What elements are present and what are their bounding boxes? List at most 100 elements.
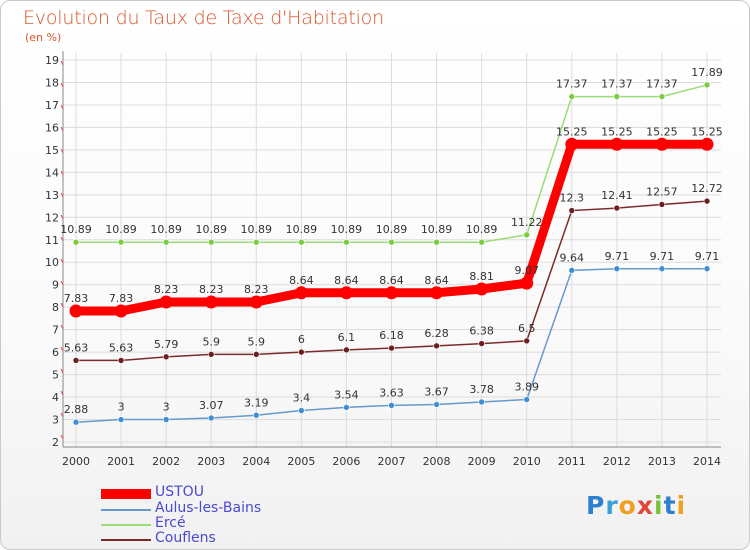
y-tick-label-3: 3 [52,414,59,427]
y-tick-label-7: 7 [52,324,59,337]
data-label-erc: 10.89 [421,223,453,236]
legend-swatch-erce [101,524,151,526]
data-label-erc: 17.37 [646,78,678,91]
data-label-erc: 11.22 [511,216,543,229]
data-label-couflens: 6.18 [379,329,404,342]
data-label-ustou: 8.23 [199,283,224,296]
y-tick-label-15: 15 [45,144,59,157]
data-label-aulus-les-bains: 2.88 [64,403,89,416]
axis-tick-mark [60,236,64,242]
x-tick-label-2014: 2014 [693,455,721,468]
data-label-aulus-les-bains: 9.71 [695,250,720,263]
y-tick-label-11: 11 [45,234,59,247]
data-label-erc: 10.89 [331,223,363,236]
data-label-aulus-les-bains: 3.07 [199,399,224,412]
data-point-couflens [162,353,170,361]
data-label-ustou: 8.23 [244,283,269,296]
data-label-ustou: 8.64 [379,274,404,287]
y-tick-label-13: 13 [45,189,59,202]
data-label-couflens: 12.72 [691,182,723,195]
data-point-aulus-les-bains [207,414,215,422]
data-point-ustou [475,282,489,296]
data-label-erc: 10.89 [60,223,92,236]
data-label-couflens: 6.5 [518,322,536,335]
data-point-erc [613,93,621,100]
data-point-aulus-les-bains [523,396,531,403]
data-label-couflens: 12.41 [601,189,633,202]
data-point-erc [343,238,350,246]
data-label-erc: 10.89 [195,223,227,236]
y-tick-label-19: 19 [45,54,59,67]
data-point-couflens [343,346,350,354]
data-label-erc: 10.89 [466,223,498,236]
x-tick-label-2007: 2007 [378,455,406,468]
chart-title: Evolution du Taux de Taxe d'Habitation [23,7,384,29]
data-point-aulus-les-bains [117,416,125,423]
data-label-aulus-les-bains: 9.64 [560,251,585,264]
data-label-ustou: 7.83 [109,292,134,305]
x-tick-label-2013: 2013 [648,455,676,468]
y-tick-label-12: 12 [45,211,59,224]
y-tick-label-17: 17 [45,99,59,112]
data-label-erc: 17.89 [691,66,723,79]
data-point-couflens [523,337,531,345]
data-point-erc [523,231,531,239]
data-label-aulus-les-bains: 3 [118,401,125,414]
data-label-couflens: 6.1 [338,331,356,344]
data-point-couflens [117,357,125,364]
data-label-aulus-les-bains: 3.19 [244,396,269,409]
data-point-erc [478,238,485,246]
data-point-erc [252,238,260,246]
x-tick-label-2002: 2002 [152,455,180,468]
data-label-aulus-les-bains: 3.67 [424,385,449,398]
data-label-ustou: 8.64 [334,274,359,287]
x-tick-label-2000: 2000 [62,455,90,468]
data-point-aulus-les-bains [568,267,576,274]
data-label-aulus-les-bains: 3.63 [379,386,404,399]
data-point-aulus-les-bains [433,401,440,408]
data-point-ustou [159,295,173,309]
data-label-erc: 17.37 [556,78,588,91]
y-tick-label-10: 10 [45,256,59,269]
data-label-erc: 10.89 [241,223,273,236]
data-point-aulus-les-bains [162,416,170,423]
x-tick-label-2009: 2009 [468,455,496,468]
data-label-aulus-les-bains: 3.4 [293,392,311,405]
axis-tick-mark [60,434,64,440]
data-label-ustou: 8.64 [424,274,449,287]
data-label-aulus-les-bains: 3.89 [514,381,539,394]
data-label-aulus-les-bains: 3.78 [469,383,494,396]
data-point-ustou [249,295,263,309]
legend-label-aulus: Aulus-les-Bains [155,500,262,516]
data-point-couflens [72,357,80,364]
data-point-couflens [568,207,576,214]
data-label-ustou: 7.83 [64,292,89,305]
data-label-erc: 10.89 [286,223,318,236]
data-point-ustou [700,137,714,151]
y-tick-label-14: 14 [45,166,59,179]
data-label-couflens: 12.57 [646,185,678,198]
unit-label: (en %) [25,31,62,44]
data-label-couflens: 5.63 [64,341,89,354]
data-point-ustou [69,304,83,318]
data-label-ustou: 15.25 [691,125,723,138]
data-point-couflens [252,351,260,358]
data-label-erc: 10.89 [376,223,408,236]
data-label-couflens: 5.79 [154,338,179,351]
data-point-aulus-les-bains [658,265,666,273]
axis-tick-mark [60,192,64,198]
legend-label-couflens: Couflens [155,530,216,546]
data-point-ustou [114,304,128,318]
data-point-erc [658,93,666,100]
axis-tick-mark [60,170,64,176]
data-point-couflens [703,197,711,205]
data-label-couflens: 5.9 [248,335,266,348]
data-point-aulus-les-bains [343,404,350,411]
axis-tick-mark [60,368,64,374]
data-point-aulus-les-bains [613,265,621,273]
data-point-erc [703,81,711,89]
y-tick-label-5: 5 [52,369,59,382]
data-point-aulus-les-bains [703,265,711,273]
data-point-couflens [207,351,215,358]
